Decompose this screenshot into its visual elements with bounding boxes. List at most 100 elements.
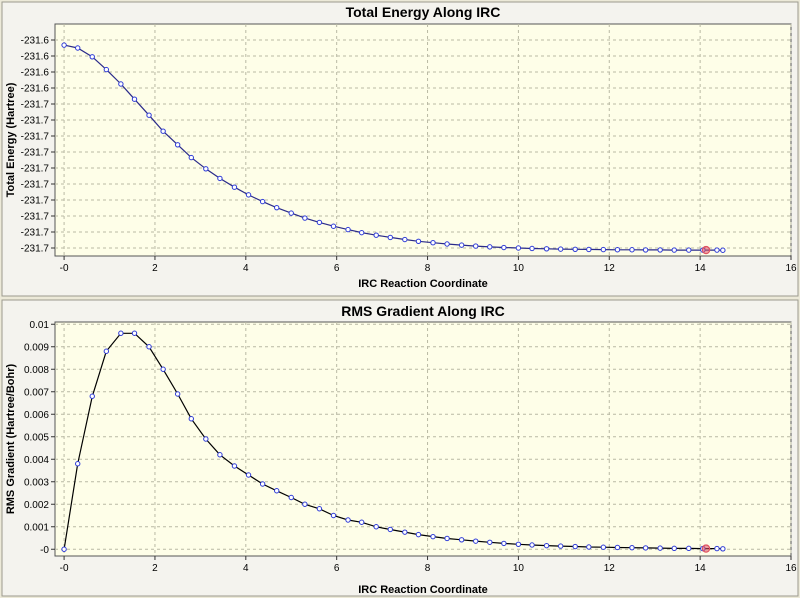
y-tick-label: 0.01 (30, 320, 50, 331)
y-tick-label: 0.006 (24, 410, 49, 421)
data-point (600, 544, 607, 550)
x-axis-label: IRC Reaction Coordinate (358, 584, 488, 596)
data-point (103, 348, 110, 354)
x-tick-label: 16 (785, 563, 797, 574)
data-point (131, 96, 138, 102)
data-point (259, 481, 266, 487)
data-point (543, 542, 550, 549)
x-tick-label: 8 (425, 263, 431, 274)
data-point (89, 54, 95, 60)
data-point (373, 232, 379, 238)
data-point (131, 330, 138, 336)
data-point (686, 247, 692, 253)
data-point (217, 452, 223, 458)
data-point (444, 535, 450, 542)
data-point (302, 501, 308, 507)
data-point (75, 45, 81, 51)
y-tick-label: 0.007 (24, 387, 49, 398)
data-point (473, 243, 479, 249)
data-point (61, 546, 67, 552)
data-point (217, 175, 223, 182)
y-tick-label: -231.6 (21, 68, 50, 79)
y-tick-label: 0.008 (24, 365, 49, 376)
data-point (358, 519, 365, 525)
current-point-marker[interactable] (701, 245, 711, 255)
data-point (231, 463, 238, 469)
x-tick-label: 12 (604, 263, 616, 274)
x-tick-label: 10 (513, 563, 525, 574)
y-tick-label: 0.004 (24, 455, 49, 466)
data-point (614, 247, 621, 253)
x-axis-label: IRC Reaction Coordinate (358, 278, 488, 290)
data-point (501, 244, 507, 251)
data-point (203, 436, 209, 442)
data-point (629, 544, 635, 551)
x-tick-label: -0 (60, 563, 69, 574)
data-point (358, 229, 365, 236)
data-point (430, 240, 436, 246)
data-point (402, 236, 408, 243)
data-point (330, 512, 337, 519)
y-tick-label: -231.7 (21, 244, 50, 255)
y-tick-label: 0.002 (24, 500, 49, 511)
data-point (557, 543, 564, 549)
data-point (501, 540, 507, 547)
x-tick-label: -0 (60, 263, 69, 274)
y-tick-label: -231.7 (21, 212, 50, 223)
data-point (529, 542, 535, 548)
data-point (402, 529, 408, 535)
data-point (203, 166, 209, 172)
y-axis-label: Total Energy (Hartree) (5, 82, 17, 197)
x-tick-label: 14 (695, 563, 707, 574)
data-point (415, 238, 422, 244)
x-tick-label: 6 (334, 563, 340, 574)
data-point (515, 541, 522, 547)
data-point (345, 517, 351, 523)
data-point (188, 416, 194, 422)
x-tick-label: 2 (152, 263, 158, 274)
y-tick-label: -231.6 (21, 36, 50, 47)
data-point (586, 544, 592, 550)
data-point (487, 539, 493, 545)
y-tick-label: 0.003 (24, 477, 49, 488)
data-point (231, 184, 238, 190)
data-point (629, 247, 635, 253)
data-point (572, 543, 578, 550)
data-point (330, 223, 337, 229)
y-tick-label: -231.7 (21, 148, 50, 159)
y-tick-label: 0.005 (24, 432, 49, 443)
data-point (642, 247, 649, 253)
x-tick-label: 10 (513, 263, 525, 274)
x-tick-label: 14 (695, 263, 707, 274)
data-point (288, 210, 294, 216)
data-point (75, 461, 81, 467)
data-point (373, 524, 379, 530)
data-point (557, 246, 564, 252)
data-point (245, 192, 252, 198)
x-tick-label: 12 (604, 563, 616, 574)
y-tick-label: -231.7 (21, 132, 50, 143)
data-point (444, 241, 450, 247)
data-point (89, 393, 95, 399)
data-point (118, 330, 124, 336)
x-tick-label: 2 (152, 563, 158, 574)
data-point (188, 154, 194, 161)
x-tick-label: 6 (334, 263, 340, 274)
current-point-marker[interactable] (701, 544, 711, 553)
data-point (61, 42, 67, 48)
data-point (146, 112, 152, 118)
chart-title: Total Energy Along IRC (346, 4, 501, 20)
data-point (302, 215, 308, 221)
data-point (160, 366, 166, 372)
data-point (642, 545, 649, 551)
y-tick-label: -231.6 (21, 84, 50, 95)
data-point (600, 246, 607, 253)
data-point (316, 506, 323, 512)
data-point (430, 533, 436, 540)
data-point (657, 247, 663, 253)
data-point (259, 198, 266, 205)
data-point (529, 245, 535, 252)
data-point (671, 545, 677, 552)
data-point (316, 219, 323, 226)
